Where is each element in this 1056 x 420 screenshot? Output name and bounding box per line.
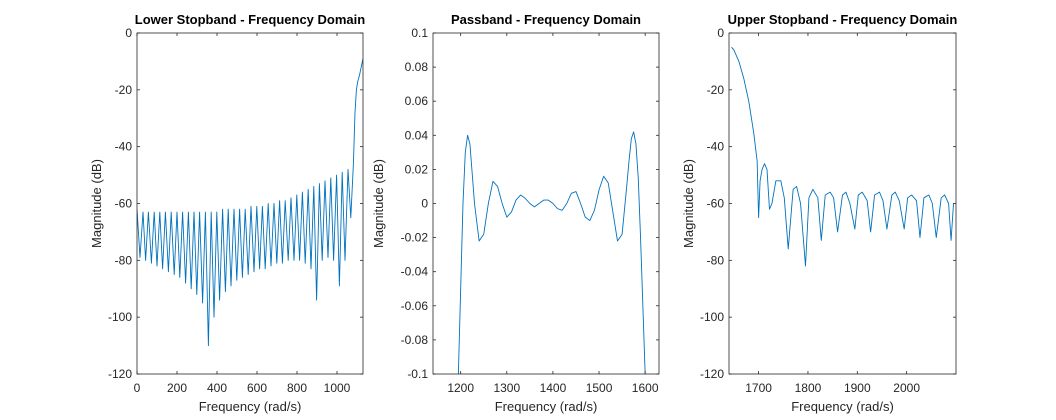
plot-area — [137, 33, 363, 374]
y-tick-label: 0 — [717, 26, 724, 40]
x-tick-label: 1700 — [745, 381, 772, 395]
x-axis-label: Frequency (rad/s) — [791, 399, 894, 414]
y-tick-label: -40 — [707, 140, 725, 154]
y-tick-label: 0.04 — [405, 128, 429, 142]
x-tick-label: 600 — [247, 381, 267, 395]
chart-title: Passband - Frequency Domain — [451, 12, 641, 27]
x-tick-label: 1500 — [586, 381, 613, 395]
y-tick-label: -20 — [115, 83, 133, 97]
y-tick-label: 0.06 — [405, 94, 429, 108]
x-tick-label: 1400 — [540, 381, 567, 395]
y-axis-ticks: 0 -20 -40 -60 -80 -100 -120 — [700, 26, 956, 381]
y-tick-label: -100 — [108, 310, 132, 324]
y-tick-label: -120 — [108, 367, 132, 381]
y-axis-label: Magnitude (dB) — [89, 159, 104, 248]
x-tick-label: 400 — [207, 381, 227, 395]
y-axis-label: Magnitude (dB) — [371, 159, 386, 248]
upper-stopband-panel: 1700 1800 1900 2000 0 -20 -40 -60 -80 -100 -120 U… — [681, 12, 957, 414]
y-tick-label: 0.08 — [405, 60, 429, 74]
y-axis-ticks: 0.1 0.08 0.06 0.04 0.02 0 -0.02 -0.04 -0.06 -0.08… — [401, 26, 659, 381]
lower-stopband-magnitude-line — [137, 58, 363, 347]
x-tick-label: 1800 — [795, 381, 822, 395]
y-tick-label: 0.02 — [405, 162, 429, 176]
y-tick-label: -80 — [707, 253, 725, 267]
y-tick-label: 0 — [125, 26, 132, 40]
x-tick-label: 200 — [167, 381, 187, 395]
x-tick-label: 800 — [287, 381, 307, 395]
passband-panel: 1200 1300 1400 1500 1600 0.1 0.08 0.06 0.04 0.02… — [371, 12, 660, 414]
x-axis-label: Frequency (rad/s) — [495, 399, 598, 414]
y-tick-label: -0.04 — [401, 265, 429, 279]
y-tick-label: -120 — [700, 367, 724, 381]
x-axis-ticks: 0 200 400 600 800 1000 — [134, 33, 351, 395]
y-tick-label: -0.06 — [401, 299, 429, 313]
chart-title: Lower Stopband - Frequency Domain — [135, 12, 365, 27]
x-tick-label: 1200 — [447, 381, 474, 395]
y-tick-label: -20 — [707, 83, 725, 97]
x-tick-label: 0 — [134, 381, 141, 395]
x-tick-label: 1600 — [632, 381, 659, 395]
passband-magnitude-line — [457, 131, 646, 374]
plot-area — [729, 33, 956, 374]
x-tick-label: 2000 — [893, 381, 920, 395]
plot-area — [433, 33, 659, 374]
x-tick-label: 1000 — [324, 381, 351, 395]
x-tick-label: 1300 — [493, 381, 520, 395]
y-tick-label: -0.1 — [407, 367, 428, 381]
y-tick-label: -0.02 — [401, 231, 429, 245]
y-tick-label: 0.1 — [411, 26, 428, 40]
y-tick-label: 0 — [421, 197, 428, 211]
y-tick-label: -80 — [115, 253, 133, 267]
chart-title: Upper Stopband - Frequency Domain — [728, 12, 958, 27]
x-axis-ticks: 1700 1800 1900 2000 — [745, 33, 920, 395]
y-tick-label: -0.08 — [401, 333, 429, 347]
y-tick-label: -60 — [707, 197, 725, 211]
upper-stopband-magnitude-line — [731, 46, 954, 267]
x-axis-ticks: 1200 1300 1400 1500 1600 — [447, 33, 659, 395]
y-tick-label: -60 — [115, 197, 133, 211]
y-axis-label: Magnitude (dB) — [681, 159, 696, 248]
y-tick-label: -40 — [115, 140, 133, 154]
y-tick-label: -100 — [700, 310, 724, 324]
y-axis-ticks: 0 -20 -40 -60 -80 -100 -120 — [108, 26, 363, 381]
lower-stopband-panel: 0 200 400 600 800 1000 0-20-40-60-80-100-120 … — [89, 12, 365, 414]
x-axis-label: Frequency (rad/s) — [199, 399, 302, 414]
x-tick-label: 1900 — [844, 381, 871, 395]
